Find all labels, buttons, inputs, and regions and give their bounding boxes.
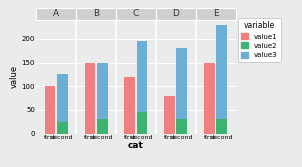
Text: D: D xyxy=(172,9,179,18)
Bar xyxy=(137,112,147,134)
Bar xyxy=(57,122,68,134)
Text: A: A xyxy=(53,9,59,18)
FancyBboxPatch shape xyxy=(196,8,236,20)
Bar xyxy=(204,63,215,134)
Bar xyxy=(45,86,56,134)
Bar xyxy=(176,119,187,134)
Bar xyxy=(137,41,147,112)
Bar xyxy=(57,74,68,122)
Bar xyxy=(124,77,135,134)
FancyBboxPatch shape xyxy=(36,8,76,20)
Text: B: B xyxy=(93,9,99,18)
Bar xyxy=(216,25,227,119)
Text: E: E xyxy=(213,9,218,18)
FancyBboxPatch shape xyxy=(156,8,196,20)
FancyBboxPatch shape xyxy=(116,8,156,20)
Bar xyxy=(216,119,227,134)
Bar xyxy=(97,63,108,119)
FancyBboxPatch shape xyxy=(76,8,116,20)
Bar xyxy=(176,48,187,119)
Bar xyxy=(85,63,95,134)
Legend: value1, value2, value3: value1, value2, value3 xyxy=(238,18,281,61)
Bar xyxy=(97,119,108,134)
X-axis label: cat: cat xyxy=(128,141,144,150)
Text: C: C xyxy=(133,9,139,18)
Bar xyxy=(164,96,175,134)
Y-axis label: value: value xyxy=(10,65,19,88)
